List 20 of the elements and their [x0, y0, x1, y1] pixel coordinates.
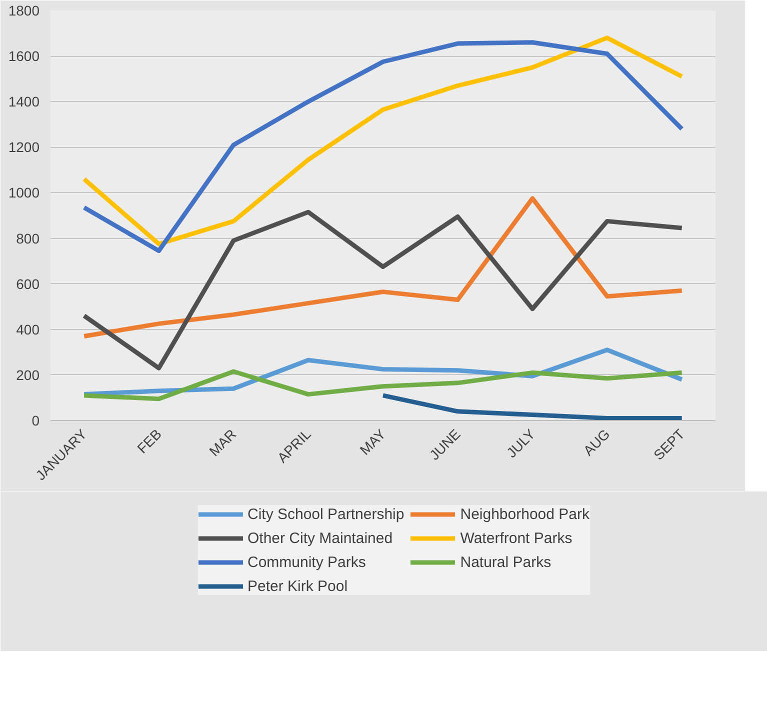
legend-label: Peter Kirk Pool: [247, 577, 348, 595]
y-tick-label: 1800: [8, 2, 40, 18]
y-tick-label: 1600: [8, 48, 40, 64]
y-tick-label: 1000: [8, 184, 40, 201]
legend-label: Waterfront Parks: [460, 529, 572, 547]
legend-label: Other City Maintained: [247, 529, 393, 547]
legend-label: Natural Parks: [460, 553, 552, 571]
line-series: [82, 196, 684, 338]
y-tick-label: 800: [16, 230, 40, 246]
y-tick-label: 400: [16, 321, 40, 338]
legend-label: City School Partnership: [247, 505, 404, 523]
y-tick-label: 200: [16, 366, 40, 383]
line-series: [82, 210, 684, 370]
legend-label: Neighborhood Park: [460, 505, 590, 523]
legend-label: Community Parks: [247, 553, 366, 571]
x-tick-label: FEB: [134, 426, 165, 456]
y-tick-label: 1400: [8, 94, 40, 110]
y-tick-label: 600: [16, 276, 40, 292]
y-tick-label: 0: [32, 412, 40, 428]
y-tick-label: 1200: [8, 139, 40, 156]
